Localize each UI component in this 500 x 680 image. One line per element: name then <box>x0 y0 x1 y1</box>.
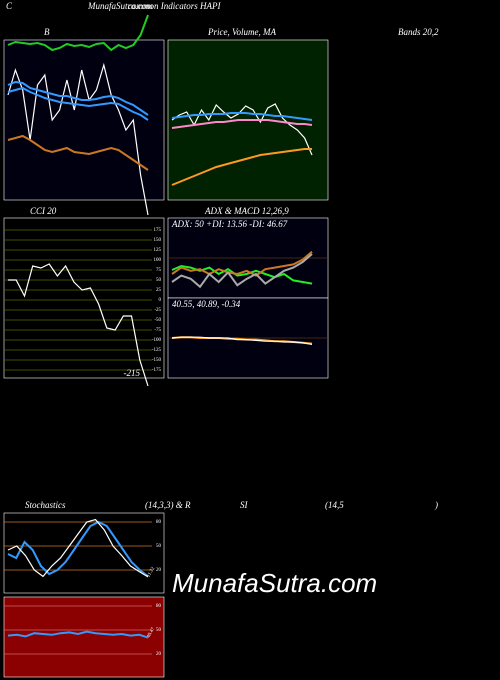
y-tick-label: -25 <box>154 308 161 313</box>
y-tick-label: 125 <box>154 248 162 253</box>
series-line <box>171 148 312 186</box>
panel-title: B <box>44 27 50 37</box>
series-line <box>171 250 313 277</box>
y-tick-label: -175 <box>152 368 162 373</box>
panel <box>3 217 165 379</box>
panel <box>3 39 165 201</box>
y-tick-label: 100 <box>154 258 162 263</box>
series-line <box>7 134 149 171</box>
value-label: 40.47 <box>146 627 156 640</box>
header-letter: C <box>6 1 13 11</box>
series-line <box>7 62 149 216</box>
series-line <box>171 112 313 121</box>
series-line <box>171 336 313 345</box>
series-line <box>7 14 149 52</box>
stoch-title: (14,3,3) & R <box>145 500 191 510</box>
panel-title: ADX & MACD 12,26,9 <box>204 206 289 216</box>
panel-annotation: 40.55, 40.89, -0.34 <box>172 299 241 309</box>
y-tick-label: 150 <box>154 238 162 243</box>
stoch-title: (14,5 <box>325 500 344 510</box>
y-tick-label: 25 <box>156 288 162 293</box>
y-tick-label: 75 <box>156 268 162 273</box>
stoch-title: SI <box>240 500 249 510</box>
y-tick-label: 50 <box>156 628 162 633</box>
panel-annotation: ADX: 50 +DI: 13.56 -DI: 46.67 <box>171 219 288 229</box>
series-line <box>7 80 149 116</box>
bands-label: Bands 20,2 <box>398 27 439 37</box>
site-name: MunafaSutra.com <box>87 1 153 11</box>
y-tick-label: 20 <box>156 568 162 573</box>
y-tick-label: -150 <box>152 358 162 363</box>
series-line <box>7 630 149 639</box>
y-tick-label: -50 <box>154 318 161 323</box>
series-line <box>7 518 149 578</box>
series-line <box>7 86 149 121</box>
series-line <box>7 520 149 578</box>
y-tick-label: 175 <box>154 228 162 233</box>
y-tick-label: 80 <box>156 520 162 525</box>
panel-title: CCI 20 <box>30 206 57 216</box>
panel <box>3 596 165 678</box>
stoch-title: ) <box>434 500 438 510</box>
y-tick-label: 20 <box>156 652 162 657</box>
stoch-title: Stochastics <box>25 500 66 510</box>
y-tick-label: -125 <box>152 348 162 353</box>
y-tick-label: 0 <box>159 298 162 303</box>
value-label: 11.32 <box>146 566 156 579</box>
value-label: -215 <box>124 368 141 378</box>
y-tick-label: 50 <box>156 544 162 549</box>
watermark: MunafaSutra.com <box>172 568 377 598</box>
y-tick-label: -100 <box>152 338 162 343</box>
subtitle: common Indicators HAPI <box>128 1 221 11</box>
series-line <box>171 253 313 289</box>
y-tick-label: -75 <box>154 328 161 333</box>
panel-title: Price, Volume, MA <box>207 27 276 37</box>
y-tick-label: 80 <box>156 604 162 609</box>
series-line <box>171 119 313 129</box>
series-line <box>8 263 149 387</box>
y-tick-label: 50 <box>156 278 162 283</box>
